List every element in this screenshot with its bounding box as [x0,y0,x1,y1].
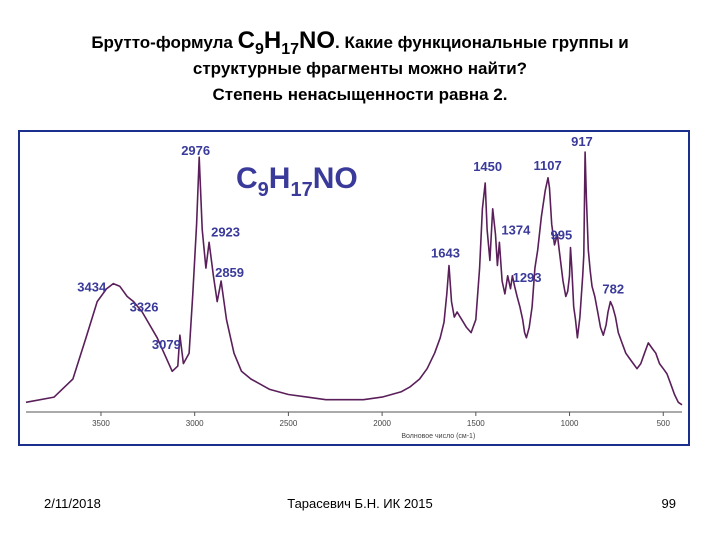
title-line-1: Брутто-формула C9H17NO. Какие функционал… [0,27,720,58]
peak-label-3326: 3326 [130,300,159,315]
peak-label-1107: 1107 [534,158,562,173]
ir-spectrum-svg: 3500 3000 2500 2000 1500 1000 500 Волновое числ… [18,130,690,446]
peak-label-3434: 3434 [77,280,107,295]
peak-label-1450: 1450 [473,159,502,174]
title-line-3: Степень ненасыщенности равна 2. [212,85,508,104]
footer-page-number: 99 [661,496,676,511]
peak-label-1374: 1374 [501,222,531,237]
footer-author: Тарасевич Б.Н. ИК 2015 [287,496,433,511]
x-tick-label: 3500 [92,419,110,428]
peak-label-2859: 2859 [215,265,244,280]
peak-label-995: 995 [551,228,573,243]
chart-formula-label: C9H17NO [236,162,358,201]
peak-label-1643: 1643 [431,246,460,261]
peak-label-782: 782 [602,282,624,297]
chart-border [18,130,690,446]
peak-label-3079: 3079 [152,337,181,352]
peak-label-1293: 1293 [513,270,542,285]
title-line-2: структурные фрагменты можно найти? [192,59,528,78]
footer-date: 2/11/2018 [44,496,101,511]
peak-label-917: 917 [571,134,593,149]
title-suffix: . Какие функциональные группы и [335,33,629,52]
x-tick-label: 2500 [280,419,298,428]
title-formula: C9H17NO [237,27,335,58]
peak-label-2923: 2923 [211,224,240,239]
x-tick-label: 1000 [561,419,579,428]
x-tick-label: 1500 [467,419,485,428]
title-prefix: Брутто-формула [91,33,233,52]
x-tick-label: 500 [657,419,671,428]
x-tick-label: 2000 [373,419,391,428]
ir-spectrum-chart: 3500 3000 2500 2000 1500 1000 500 Волновое числ… [18,130,690,446]
peak-label-2976: 2976 [181,143,210,158]
x-tick-label: 3000 [186,419,204,428]
x-axis-label: Волновое число (см-1) [401,433,475,440]
slide-title: Брутто-формула C9H17NO. Какие функционал… [0,28,720,108]
spectrum-series-line [25,151,683,406]
